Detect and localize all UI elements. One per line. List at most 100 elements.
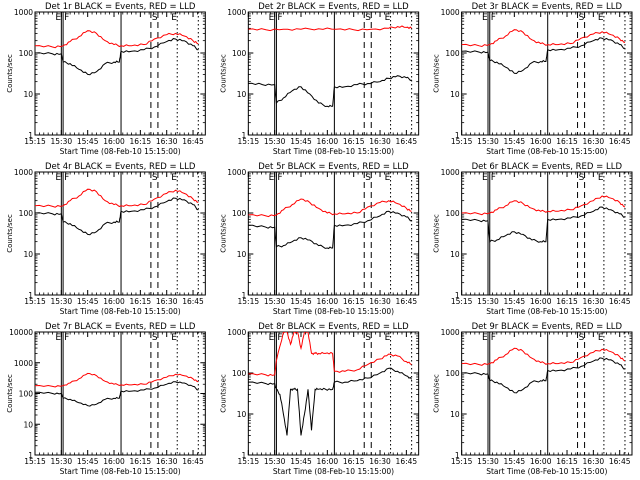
marker-label: S [365, 173, 371, 183]
x-tick-label: 15:15 [451, 137, 473, 146]
x-axis-label: Start Time (08-Feb-10 15:15:00) [273, 307, 394, 316]
plot-frame [461, 331, 633, 456]
y-tick-label: 10 [450, 90, 460, 99]
x-tick-label: 15:45 [504, 457, 526, 466]
series-events [248, 367, 413, 436]
plot-frame [247, 331, 420, 456]
panel-det-3: Det 3r BLACK = Events, RED = LLD 1 10 100 10… [433, 2, 633, 156]
plot-frame [247, 171, 420, 296]
y-tick-label: 100 [19, 49, 34, 58]
x-tick-label: 16:45 [182, 297, 204, 306]
y-axis-label: Counts/sec [219, 374, 227, 413]
marker-label: S [579, 13, 585, 23]
panel-det-8: Det 8r BLACK = Events, RED = LLD 1 10 100 10… [219, 322, 420, 476]
series-lld [248, 25, 412, 32]
x-tick-label: 15:45 [77, 457, 99, 466]
x-axis-label: Start Time (08-Feb-10 15:15:00) [486, 467, 607, 476]
x-tick-label: 16:30 [156, 297, 178, 306]
panel-title: Det 5r BLACK = Events, RED = LLD [258, 162, 409, 172]
y-tick-label: 100 [232, 369, 247, 378]
marker-label: E [269, 333, 275, 343]
x-tick-label: 16:00 [317, 297, 339, 306]
plot-frame [461, 171, 633, 296]
marker-label: F [64, 333, 69, 343]
y-tick-label: 1 [28, 131, 33, 140]
x-tick-label: 16:15 [556, 297, 578, 306]
marker-label: S [579, 333, 585, 343]
marker-label: E [482, 333, 488, 343]
y-tick-label: 1000 [441, 328, 460, 337]
marker-label: F [277, 13, 282, 23]
series-events [35, 197, 199, 236]
panel-det-9: Det 9r BLACK = Events, RED = LLD 1 10 100 10… [433, 322, 633, 476]
marker-label: S [152, 173, 158, 183]
series-events [35, 381, 199, 407]
x-axis-label: Start Time (08-Feb-10 15:15:00) [486, 147, 607, 156]
x-tick-label: 15:45 [290, 137, 312, 146]
series-events [35, 38, 199, 76]
panel-det-2: Det 2r BLACK = Events, RED = LLD 1 10 100 10… [219, 2, 420, 156]
x-tick-label: 15:30 [51, 457, 73, 466]
y-axis-label: Counts/sec [219, 54, 227, 93]
x-tick-label: 16:30 [583, 297, 605, 306]
x-axis-label: Start Time (08-Feb-10 15:15:00) [273, 147, 394, 156]
x-tick-label: 16:00 [317, 457, 339, 466]
panel-title: Det 1r BLACK = Events, RED = LLD [45, 2, 196, 12]
series-events [248, 75, 412, 108]
x-tick-label: 16:45 [396, 297, 418, 306]
marker-label: E [385, 173, 391, 183]
y-tick-label: 100 [445, 209, 460, 218]
x-tick-label: 16:45 [396, 137, 418, 146]
panel-title: Det 2r BLACK = Events, RED = LLD [258, 2, 409, 12]
x-axis-label: Start Time (08-Feb-10 15:15:00) [60, 467, 181, 476]
y-tick-label: 1 [242, 451, 247, 460]
panel-title: Det 4r BLACK = Events, RED = LLD [45, 162, 196, 172]
y-tick-label: 1 [455, 291, 460, 300]
series-lld [35, 188, 199, 208]
panel-det-1: Det 1r BLACK = Events, RED = LLD 1 10 100 10… [6, 2, 206, 156]
y-tick-label: 10 [450, 410, 460, 419]
y-tick-label: 100 [19, 209, 34, 218]
x-tick-label: 15:15 [24, 137, 46, 146]
y-axis-label: Counts/sec [6, 54, 14, 93]
x-tick-label: 15:30 [264, 297, 286, 306]
y-tick-label: 100 [19, 390, 34, 399]
series-events [461, 37, 626, 75]
x-tick-label: 15:45 [77, 297, 99, 306]
panel-title: Det 9r BLACK = Events, RED = LLD [472, 322, 623, 332]
y-axis-label: Counts/sec [433, 374, 441, 413]
x-tick-label: 16:15 [130, 457, 152, 466]
panel-title: Det 8r BLACK = Events, RED = LLD [258, 322, 409, 332]
marker-label: E [171, 13, 177, 23]
panel-title: Det 6r BLACK = Events, RED = LLD [472, 162, 623, 172]
x-tick-label: 16:00 [530, 137, 552, 146]
y-tick-label: 1 [455, 451, 460, 460]
x-tick-label: 15:30 [477, 137, 499, 146]
x-tick-label: 16:15 [343, 457, 365, 466]
x-tick-label: 16:30 [369, 297, 391, 306]
x-tick-label: 15:30 [477, 297, 499, 306]
y-tick-label: 100 [232, 209, 247, 218]
y-tick-label: 1 [28, 451, 33, 460]
y-tick-label: 10 [450, 250, 460, 259]
x-axis-label: Start Time (08-Feb-10 15:15:00) [486, 307, 607, 316]
x-tick-label: 16:15 [556, 137, 578, 146]
x-tick-label: 15:30 [264, 457, 286, 466]
marker-label: S [579, 173, 585, 183]
plot-frame [247, 11, 420, 136]
x-axis-label: Start Time (08-Feb-10 15:15:00) [60, 147, 181, 156]
y-tick-label: 1000 [227, 168, 246, 177]
x-tick-label: 16:15 [556, 457, 578, 466]
y-tick-label: 1000 [227, 8, 246, 17]
x-tick-label: 16:15 [343, 137, 365, 146]
y-axis-label: Counts/sec [433, 54, 441, 93]
x-tick-label: 15:30 [51, 297, 73, 306]
y-tick-label: 100 [445, 369, 460, 378]
marker-label: E [55, 333, 61, 343]
marker-label: F [64, 13, 69, 23]
series-events [461, 357, 626, 394]
y-tick-label: 1000 [14, 168, 33, 177]
x-axis-label: Start Time (08-Feb-10 15:15:00) [273, 467, 394, 476]
y-axis-label: Counts/sec [219, 214, 227, 253]
plot-frame [461, 11, 633, 136]
